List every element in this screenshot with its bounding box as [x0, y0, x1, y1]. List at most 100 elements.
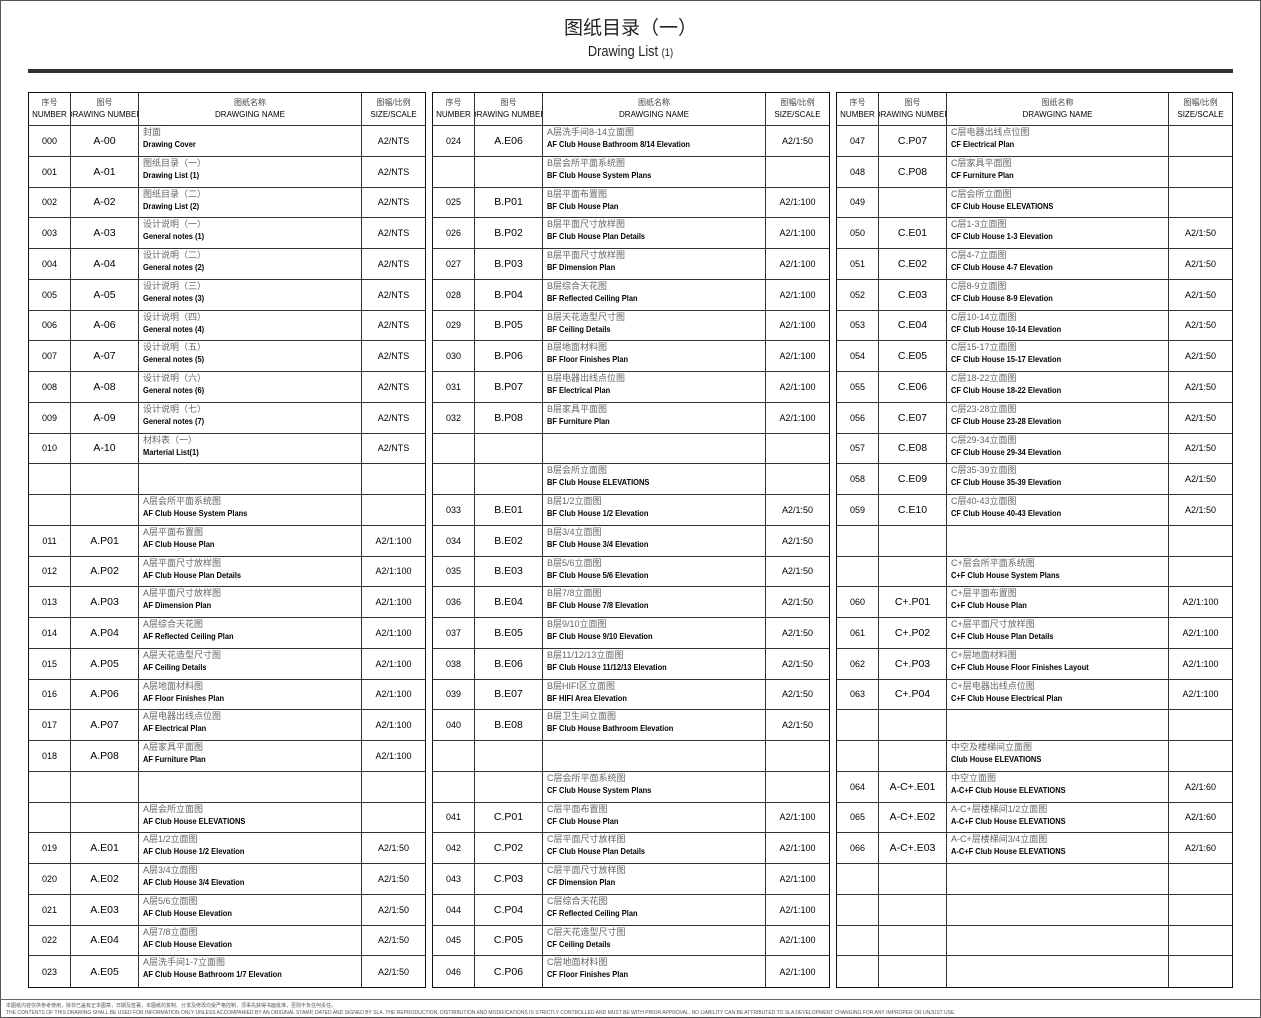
size-scale: A2/NTS [362, 218, 425, 248]
drawing-name-en: CF Club House Plan [547, 815, 619, 826]
drawing-number-text: C.P08 [897, 165, 928, 178]
drawing-name: C层4-7立面图 CF Club House 4-7 Elevation [947, 249, 1169, 279]
size-scale [766, 741, 829, 771]
drawing-name-cn: C层40-43立面图 [951, 496, 1017, 506]
sequence-number-text: 063 [849, 689, 866, 700]
size-scale-text: A2/1:60 [1184, 843, 1217, 854]
drawing-number [879, 710, 947, 740]
drawing-number [71, 802, 139, 833]
table-row: 048 C.P08 C层家具平面图 CF Furniture Plan [837, 156, 1232, 188]
drawing-number [475, 433, 543, 464]
drawing-number [71, 464, 139, 494]
drawing-name: A-C+层楼梯间3/4立面图 A-C+F Club House ELEVATION… [947, 833, 1169, 863]
drawing-name: B层会所立面图 BF Club House ELEVATIONS [543, 464, 766, 494]
drawing-name: C+层电器出线点位图 C+F Club House Electrical Plan [947, 679, 1169, 710]
table-row: 027 B.P03 B层平面尺寸放样图 BF Dimension Plan A2/1:1… [433, 249, 829, 280]
drawing-name: 中空及楼梯间立面图 Club House ELEVATIONS [947, 741, 1169, 771]
drawing-number: A.P01 [71, 525, 139, 556]
drawing-name-en: C+F Club House Electrical Plan [951, 692, 1063, 703]
drawing-name-cn: B层1/2立面图 [547, 496, 602, 506]
sequence-number-text: 061 [849, 627, 866, 638]
size-scale-text: A2/NTS [377, 443, 410, 454]
size-scale-text: A2/1:100 [779, 966, 816, 977]
drawing-name-cn: C层地面材料图 [547, 957, 608, 968]
sequence-number-text: 058 [849, 474, 866, 485]
drawing-name: A层洗手间1-7立面图 AF Club House Bathroom 1/7 El… [139, 956, 362, 987]
drawing-number-text: A.P05 [90, 657, 119, 670]
drawing-number [879, 894, 947, 925]
sequence-number: 032 [433, 402, 475, 433]
sequence-number: 038 [433, 648, 475, 679]
drawing-name: C层平面尺寸放样图 CF Club House Plan Details [543, 833, 766, 863]
size-scale-text: A2/1:50 [377, 873, 410, 884]
drawing-number-text: C.P06 [493, 965, 524, 978]
drawing-name: 设计说明（二） General notes (2) [139, 249, 362, 279]
sequence-number-text: 057 [849, 443, 866, 454]
sequence-number: 056 [837, 402, 879, 433]
drawing-number: C.P01 [475, 802, 543, 833]
drawing-number-text: C.E09 [897, 473, 928, 486]
sequence-number: 028 [433, 279, 475, 310]
drawing-name-en: BF Club House Plan [547, 200, 619, 211]
header-dwg-en: DRAWING NUMBER [879, 110, 947, 119]
sequence-number-text: 016 [41, 689, 58, 700]
drawing-name-cn: A层会所平面系统图 [143, 496, 222, 506]
drawing-name: C+层地面材料图 C+F Club House Floor Finishes La… [947, 648, 1169, 679]
drawing-name-en: General notes (3) [143, 292, 205, 303]
sequence-number: 004 [29, 249, 71, 279]
drawing-name: A层1/2立面图 AF Club House 1/2 Elevation [139, 833, 362, 863]
drawing-name: A层7/8立面图 AF Club House Elevation [139, 925, 362, 956]
drawing-number: B.E08 [475, 710, 543, 740]
drawing-number: C.E09 [879, 464, 947, 494]
sequence-number: 010 [29, 433, 71, 464]
table-row: 019 A.E01 A层1/2立面图 AF Club House 1/2 Elevat… [29, 833, 425, 864]
drawing-name-en: CF Floor Finishes Plan [547, 969, 629, 980]
table-row: 013 A.P03 A层平面尺寸放样图 AF Dimension Plan A2/1:1… [29, 587, 425, 618]
sequence-number [837, 925, 879, 956]
drawing-name-en: AF Club House Bathroom 1/7 Elevation [143, 969, 282, 980]
drawing-name-cn: 封面 [143, 127, 162, 137]
drawing-name: B层会所平面系统图 BF Club House System Plans [543, 156, 766, 187]
drawing-name-cn: C层23-28立面图 [951, 403, 1017, 414]
sequence-number-text: 041 [445, 812, 462, 823]
size-scale [1169, 710, 1232, 740]
size-scale [362, 772, 425, 802]
sequence-number [837, 864, 879, 894]
drawing-name-cn: B层卫生间立面图 [547, 711, 617, 722]
drawing-name: C层23-28立面图 CF Club House 23-28 Elevation [947, 402, 1169, 433]
sequence-number: 052 [837, 279, 879, 310]
drawing-name-cn: A层会所立面图 [143, 803, 204, 814]
drawing-name-cn: A层7/8立面图 [143, 926, 198, 937]
size-scale-text: A2/1:50 [1184, 412, 1217, 423]
drawing-name-cn: B层综合天花图 [547, 280, 608, 291]
sequence-number: 016 [29, 679, 71, 710]
size-scale-text: A2/NTS [377, 381, 410, 392]
footer-divider [0, 999, 1261, 1000]
sequence-number: 015 [29, 648, 71, 679]
size-scale-text: A2/1:100 [779, 197, 816, 208]
drawing-name: B层1/2立面图 BF Club House 1/2 Elevation [543, 495, 766, 525]
drawing-number-text: B.E08 [494, 719, 523, 732]
drawing-number-text: B.P05 [494, 319, 523, 332]
size-scale: A2/NTS [362, 157, 425, 187]
table-row: 040 B.E08 B层卫生间立面图 BF Club House Bathroom E… [433, 710, 829, 741]
size-scale-text: A2/1:50 [1184, 320, 1217, 331]
size-scale-text: A2/1:100 [375, 627, 412, 638]
drawing-number: C.E03 [879, 279, 947, 310]
sequence-number-text: 027 [445, 258, 462, 269]
drawing-name-en: BF Ceiling Details [547, 323, 611, 334]
size-scale-text: A2/1:100 [375, 535, 412, 546]
table-row: 060 C+.P01 C+层平面布置图 C+F Club House Plan A2/1… [837, 587, 1232, 618]
header-name-en: DRAWGING NAME [215, 110, 285, 119]
sequence-number: 055 [837, 372, 879, 402]
table-row: 037 B.E05 B层9/10立面图 BF Club House 9/10 Elev… [433, 618, 829, 649]
title-english-text: Drawing List [587, 43, 659, 60]
size-scale: A2/1:100 [362, 741, 425, 771]
sequence-number: 037 [433, 618, 475, 648]
drawing-name-cn: C层35-39立面图 [951, 465, 1017, 476]
drawing-number: A-04 [71, 249, 139, 279]
sequence-number [837, 956, 879, 987]
drawing-name-en: CF Electrical Plan [951, 139, 1015, 149]
sequence-number: 025 [433, 187, 475, 218]
sequence-number-text: 056 [849, 412, 866, 423]
